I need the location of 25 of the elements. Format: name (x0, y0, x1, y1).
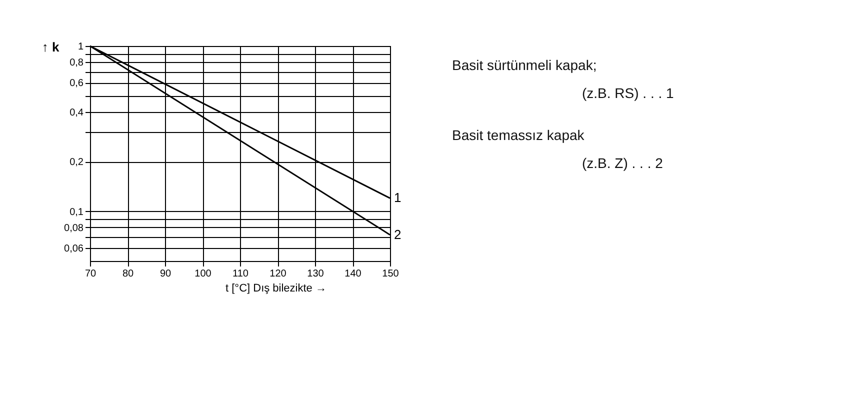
x-tick-label: 140 (344, 268, 362, 280)
y-tick-label: 0,8 (70, 58, 84, 69)
x-axis-title: t [°C] Dış bilezikte → (226, 282, 326, 294)
text: (z.B. RS) . . . 1 (582, 85, 674, 101)
text: Basit temassız kapak (452, 127, 586, 143)
y-tick-label: 0,2 (70, 157, 84, 168)
x-tick-label: 80 (122, 268, 134, 280)
series-label: 2 (394, 226, 402, 242)
y-tick-label: 1 (78, 42, 84, 52)
y-tick-label: 0,1 (70, 206, 84, 218)
x-tick-label: 100 (194, 268, 212, 280)
text: Basit sürtünmeli kapak; (452, 57, 597, 73)
x-tick-label: 130 (307, 268, 324, 280)
y-tick-label: 0,08 (64, 222, 84, 234)
y-tick-label: 0,06 (64, 243, 84, 254)
x-tick-label: 150 (382, 268, 400, 280)
y-tick-label: 0,4 (70, 107, 84, 118)
y-tick-label: 0,6 (70, 78, 84, 90)
x-tick-label: 70 (84, 268, 96, 280)
x-tick-label: 110 (232, 268, 249, 280)
text: (z.B. Z) . . . 2 (582, 155, 664, 171)
x-tick-label: 90 (160, 268, 172, 280)
series-label: 1 (394, 190, 402, 206)
x-tick-label: 120 (270, 268, 287, 280)
y-axis-title: ↑ k (42, 40, 60, 54)
